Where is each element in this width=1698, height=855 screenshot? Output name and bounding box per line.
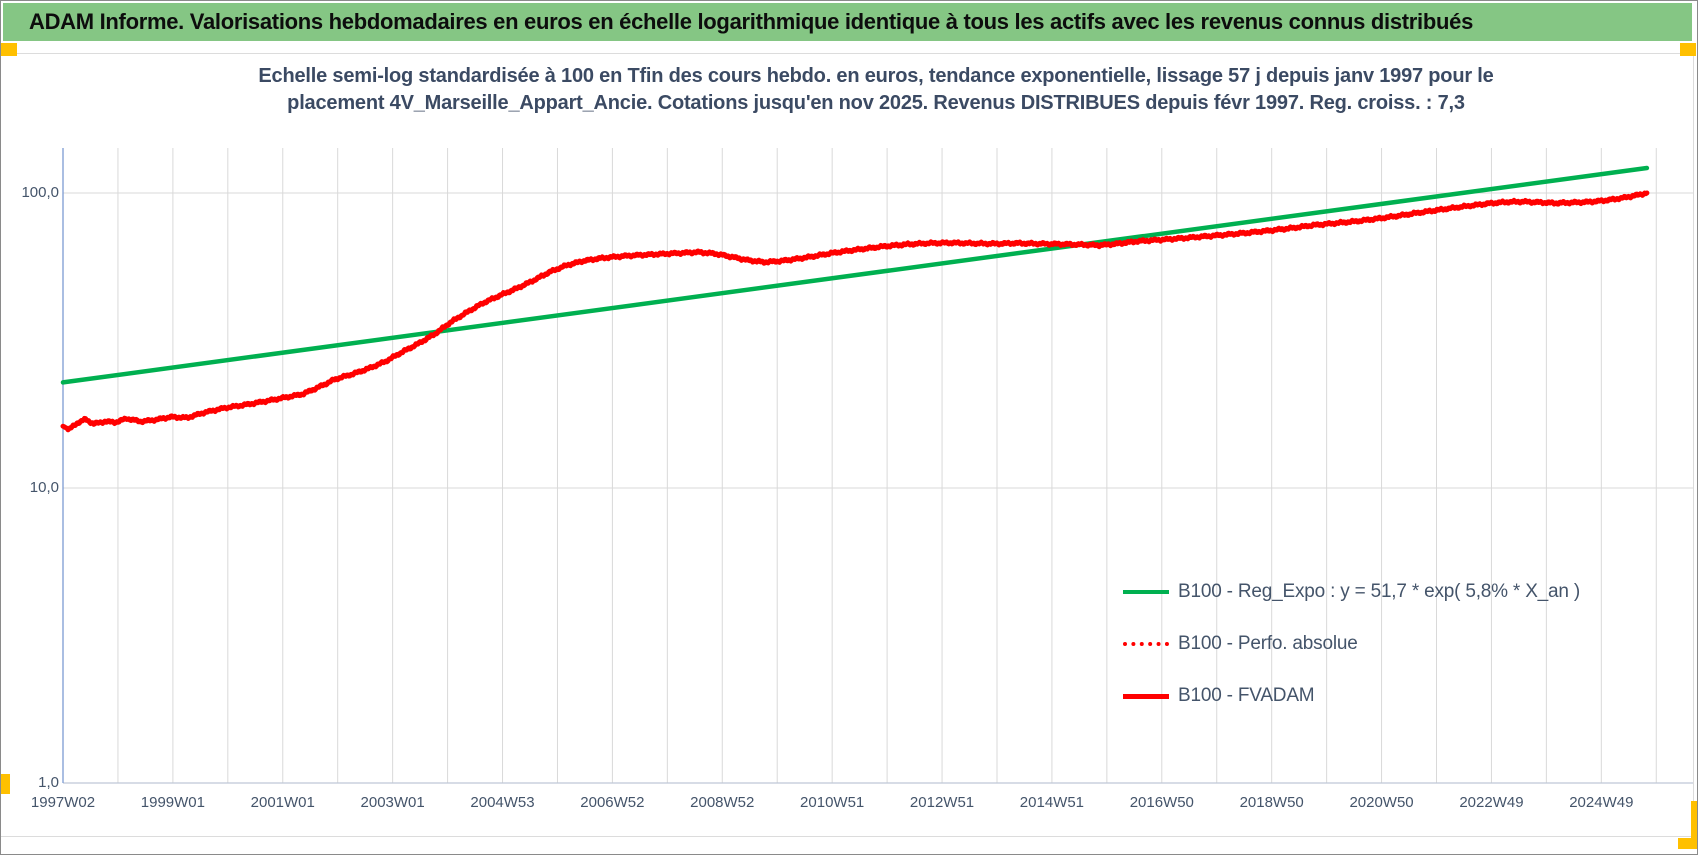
corner-marker-bottom-left bbox=[1, 774, 10, 794]
chart-bottom-border bbox=[1, 836, 1694, 837]
x-axis-tick-label: 2001W01 bbox=[250, 794, 315, 811]
chart-right-border bbox=[1693, 53, 1694, 837]
x-axis-tick-label: 2008W52 bbox=[690, 794, 755, 811]
legend: B100 - Reg_Expo : y = 51,7 * exp( 5,8% *… bbox=[1123, 566, 1580, 722]
x-axis-tick-label: 2012W51 bbox=[909, 794, 975, 811]
banner: ADAM Informe. Valorisations hebdomadaire… bbox=[3, 3, 1692, 41]
corner-marker-top-left bbox=[1, 43, 17, 56]
legend-swatch-line-icon bbox=[1123, 590, 1169, 594]
corner-marker-bottom-right-foot bbox=[1678, 838, 1697, 849]
y-axis-tick-label: 1,0 bbox=[38, 774, 59, 791]
x-axis-tick-label: 2024W49 bbox=[1569, 794, 1634, 811]
x-axis-tick-label: 2018W50 bbox=[1239, 794, 1304, 811]
x-axis-tick-label: 2006W52 bbox=[580, 794, 645, 811]
chart-title-line2: placement 4V_Marseille_Appart_Ancie. Cot… bbox=[287, 92, 1465, 114]
legend-entry[interactable]: B100 - Perfo. absolue bbox=[1123, 618, 1580, 670]
x-axis-tick-label: 2022W49 bbox=[1459, 794, 1524, 811]
y-axis-tick-label: 100,0 bbox=[21, 184, 59, 201]
x-axis-tick-label: 2003W01 bbox=[360, 794, 425, 811]
x-axis-tick-label: 2020W50 bbox=[1349, 794, 1414, 811]
legend-entry[interactable]: B100 - FVADAM bbox=[1123, 670, 1580, 722]
chart-title-line1: Echelle semi-log standardisée à 100 en T… bbox=[258, 65, 1494, 87]
legend-swatch-line-icon bbox=[1123, 693, 1169, 699]
legend-label: B100 - Perfo. absolue bbox=[1178, 633, 1358, 654]
x-axis-tick-label: 2014W51 bbox=[1019, 794, 1085, 811]
series-line-fvadam[interactable] bbox=[60, 190, 1650, 433]
x-axis-tick-label: 2004W53 bbox=[470, 794, 535, 811]
y-axis-tick-label: 10,0 bbox=[29, 479, 59, 496]
x-axis-tick-label: 2016W50 bbox=[1129, 794, 1194, 811]
legend-swatch-line-icon bbox=[1123, 642, 1169, 646]
x-axis-tick-label: 1999W01 bbox=[140, 794, 205, 811]
chart-title: Echelle semi-log standardisée à 100 en T… bbox=[61, 63, 1691, 117]
legend-label: B100 - FVADAM bbox=[1178, 685, 1315, 706]
banner-title: ADAM Informe. Valorisations hebdomadaire… bbox=[29, 9, 1474, 34]
legend-label: B100 - Reg_Expo : y = 51,7 * exp( 5,8% *… bbox=[1178, 581, 1580, 602]
series-line-)[interactable] bbox=[60, 165, 1650, 385]
legend-entry[interactable]: B100 - Reg_Expo : y = 51,7 * exp( 5,8% *… bbox=[1123, 566, 1580, 618]
chart-top-border bbox=[1, 53, 1694, 54]
corner-marker-bottom-right bbox=[1691, 801, 1697, 849]
x-axis-tick-label: 1997W02 bbox=[30, 794, 96, 811]
corner-marker-top-right bbox=[1680, 43, 1696, 56]
x-axis-tick-label: 2010W51 bbox=[800, 794, 865, 811]
